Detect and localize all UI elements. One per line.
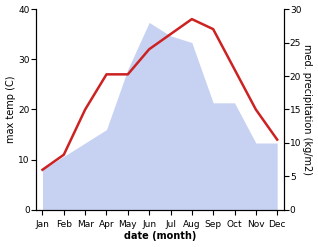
Y-axis label: med. precipitation (kg/m2): med. precipitation (kg/m2): [302, 44, 313, 175]
Y-axis label: max temp (C): max temp (C): [5, 76, 16, 143]
X-axis label: date (month): date (month): [124, 231, 196, 242]
